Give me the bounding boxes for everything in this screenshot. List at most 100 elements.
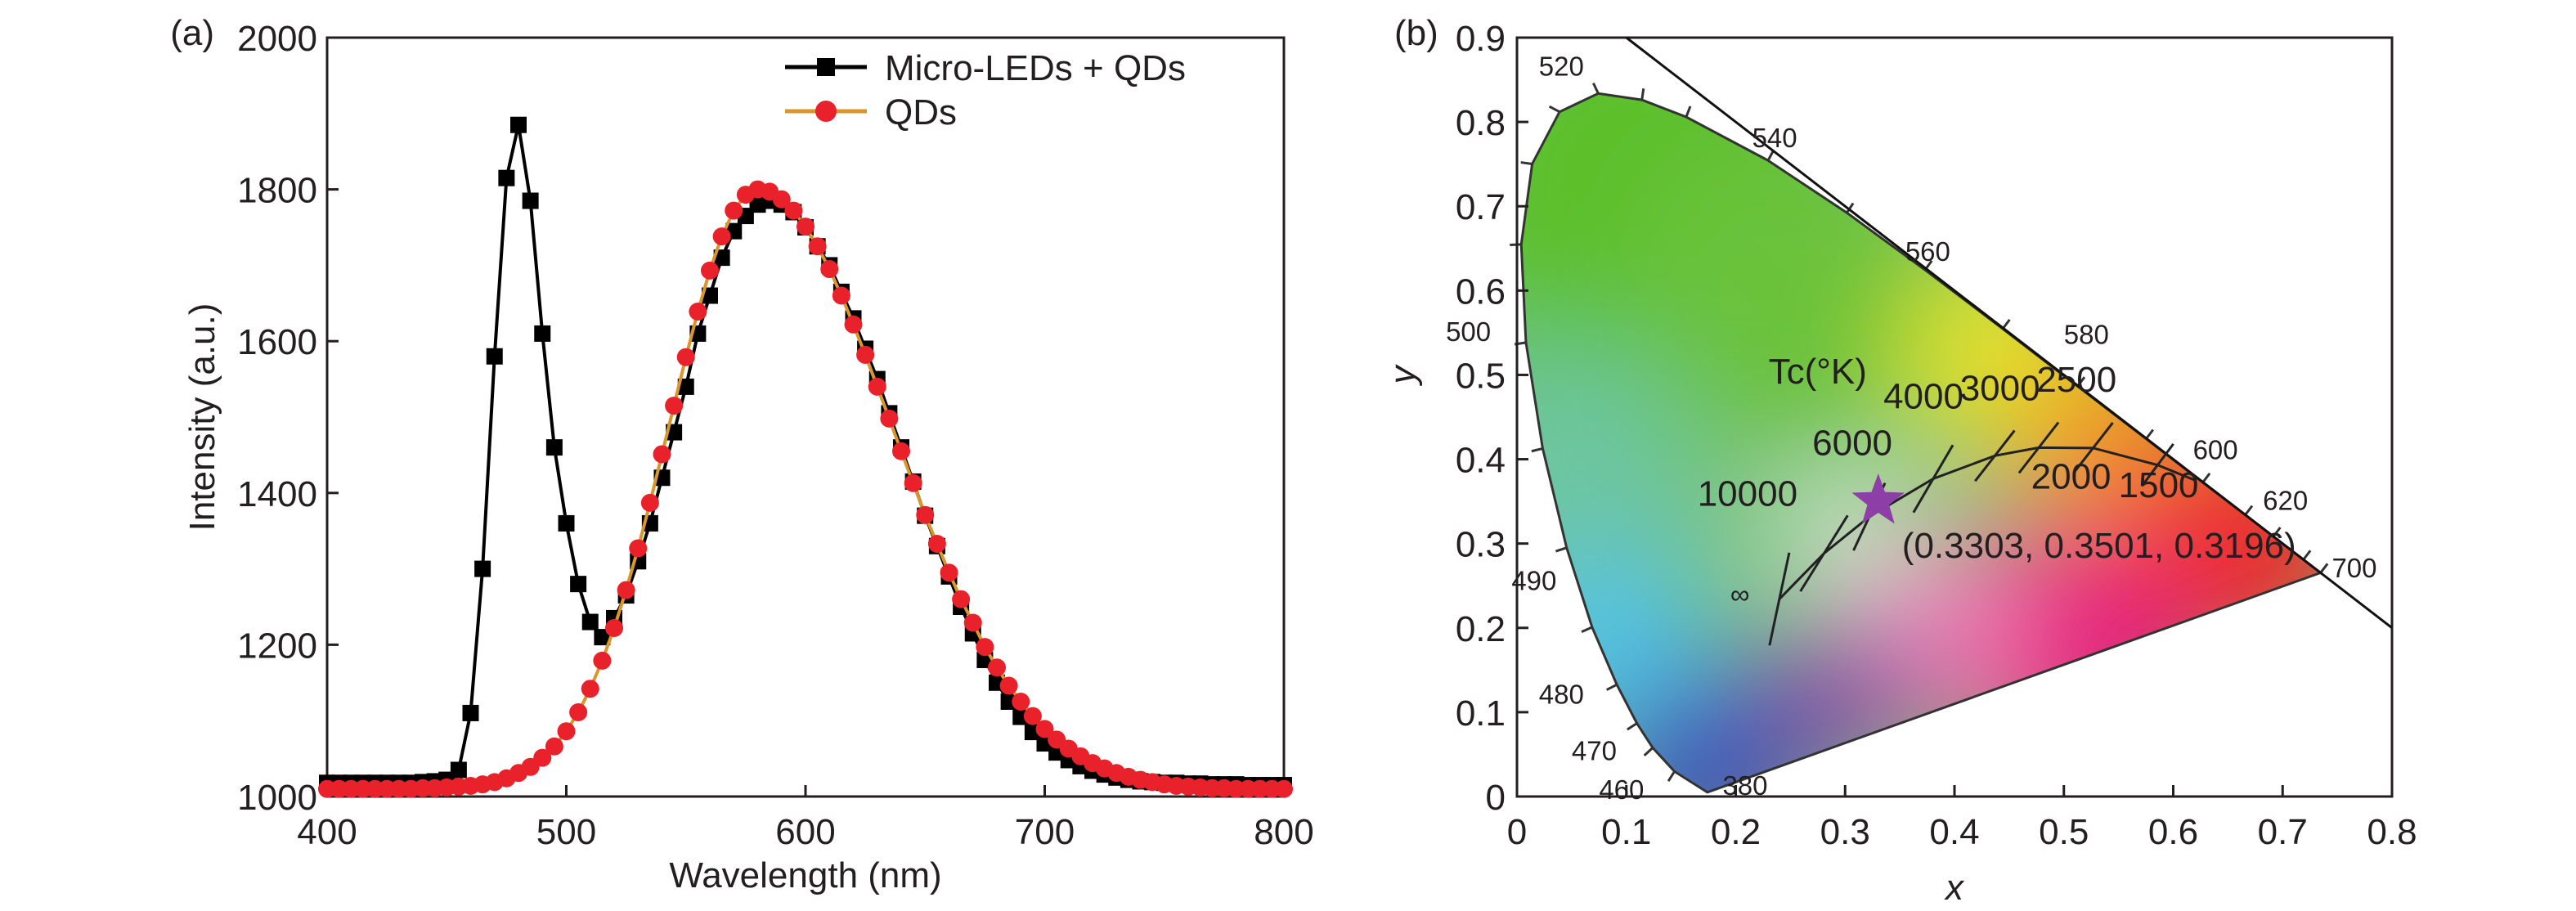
y-tick-label: 1600 (237, 322, 317, 362)
panel-label: (a) (170, 13, 214, 53)
legend-marker-square (817, 58, 835, 76)
legend-label: Micro-LEDs + QDs (885, 48, 1186, 88)
data-point-circle (712, 227, 731, 246)
data-point-square (594, 629, 611, 646)
locus-tick (1667, 770, 1676, 783)
color-blob (1771, 622, 1919, 770)
locus-tick (1581, 626, 1593, 633)
y-tick-label: 2000 (237, 19, 317, 59)
locus-tick (1605, 683, 1618, 691)
data-point-circle (593, 651, 612, 670)
x-tick-label: 0.4 (1929, 812, 1979, 852)
isotherm-line (1912, 444, 1954, 514)
isotherm-line (2140, 442, 2174, 487)
locus-tick (1520, 161, 1533, 165)
data-point-circle (725, 201, 743, 220)
locus-tick (1640, 88, 1645, 101)
data-point-circle (892, 442, 910, 460)
data-point-circle (988, 658, 1006, 677)
data-point-circle (1275, 779, 1293, 798)
y-axis-label: y (1383, 363, 1423, 386)
y-tick-label: 0.2 (1456, 609, 1506, 649)
locus-tick (1643, 747, 1654, 756)
cct-title: Tc(°K) (1769, 352, 1867, 392)
locus-tick (1846, 202, 1855, 213)
x-tick-label: 0.1 (1601, 812, 1651, 852)
x-tick-label: 0.5 (2039, 812, 2089, 852)
x-tick-label: 0 (1507, 812, 1527, 852)
wavelength-label: 460 (1599, 774, 1644, 805)
y-tick-label: 0.1 (1456, 693, 1506, 734)
data-point-circle (963, 613, 982, 632)
data-point-circle (844, 315, 863, 334)
y-tick-label: 1800 (237, 171, 317, 211)
isotherm-line (1768, 552, 1791, 646)
wavelength-label: 600 (2193, 435, 2238, 465)
data-point-circle (569, 702, 588, 721)
data-point-square (510, 116, 527, 133)
isotherm-line (2072, 421, 2114, 474)
x-tick-label: 0.2 (1711, 812, 1761, 852)
data-point-circle (856, 345, 875, 364)
point-coordinate-label: (0.3303, 0.3501, 0.3196) (1902, 526, 2296, 566)
locus-tick (1531, 447, 1543, 453)
data-point-square (545, 439, 563, 456)
data-point-circle (653, 445, 671, 464)
cct-label: 3000 (1960, 368, 2040, 408)
data-point-circle (772, 190, 791, 209)
y-tick-label: 0 (1486, 778, 1506, 818)
cct-label: ∞ (1730, 579, 1750, 609)
locus-tick (1766, 150, 1775, 161)
isotherm-line (1799, 514, 1849, 592)
x-tick-label: 800 (1254, 812, 1313, 852)
data-point-square (677, 378, 694, 395)
wavelength-label: 580 (2064, 319, 2109, 349)
data-point-circle (916, 505, 935, 524)
data-point-circle (952, 590, 971, 608)
plot-frame (325, 36, 1286, 798)
data-point-circle (976, 638, 994, 657)
wavelength-label: 560 (1905, 236, 1950, 267)
data-point-circle (927, 534, 946, 553)
data-point-circle (820, 260, 839, 279)
data-point-circle (545, 737, 563, 756)
cct-label: 2500 (2036, 360, 2116, 400)
data-point-circle (629, 539, 648, 558)
data-point-circle (808, 237, 827, 256)
data-point-circle (784, 201, 803, 220)
y-tick-label: 1000 (237, 778, 317, 818)
wavelength-label: 500 (1446, 316, 1491, 347)
data-point-circle (701, 261, 719, 280)
cct-label: 10000 (1698, 473, 1797, 514)
wavelength-label: 700 (2331, 553, 2376, 583)
data-point-circle (1035, 720, 1054, 738)
locus-tick (1627, 722, 1638, 731)
x-tick-label: 400 (297, 812, 357, 852)
data-point-square (570, 576, 587, 593)
wavelength-label: 380 (1722, 770, 1767, 801)
locus-tick (2145, 429, 2155, 440)
data-point-circle (880, 409, 899, 428)
data-point-circle (940, 563, 958, 582)
y-tick-label: 0.3 (1456, 525, 1506, 565)
wavelength-label: 490 (1511, 565, 1556, 595)
data-point-square (713, 249, 730, 267)
data-point-square (462, 704, 479, 721)
locus-tick (2244, 505, 2254, 516)
data-point-square (486, 348, 503, 365)
locus-tick (2302, 550, 2312, 561)
x-tick-label: 500 (536, 812, 596, 852)
wavelength-label: 620 (2263, 485, 2308, 515)
data-point-circle (581, 680, 599, 698)
x-tick-label: 0.8 (2367, 812, 2417, 852)
y-tick-label: 1200 (237, 626, 317, 666)
x-axis-label: Wavelength (nm) (669, 855, 941, 895)
data-point-square (581, 613, 599, 631)
y-tick-label: 0.8 (1456, 103, 1506, 143)
data-point-square (450, 761, 467, 779)
data-point-square (702, 287, 718, 304)
x-axis-label: x (1944, 868, 1965, 908)
panel-b-cie-chart: 0 0.1 0.2 0.3 0.4 0.5 0.6 0.7 0.8 0 0.1 0.2 0.3 0.4 0.… (1383, 13, 2417, 908)
data-point-circle (797, 218, 815, 236)
